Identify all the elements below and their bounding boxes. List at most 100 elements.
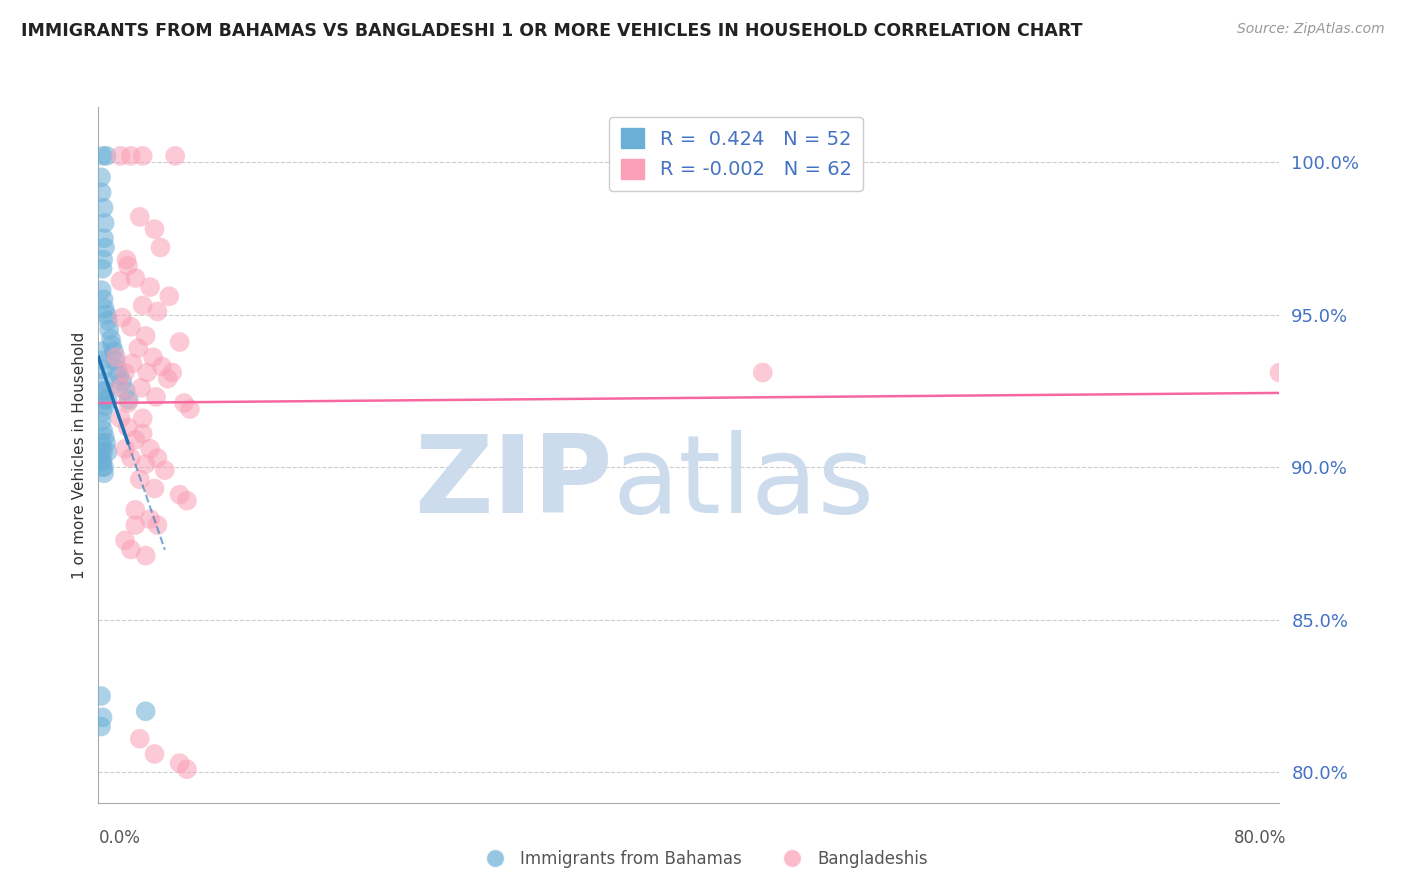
Point — [127, 341, 149, 355]
Point — [93, 375, 115, 389]
Point — [145, 390, 167, 404]
Point — [110, 274, 132, 288]
Point — [169, 756, 191, 771]
Point — [135, 457, 157, 471]
Point — [100, 332, 122, 346]
Point — [124, 518, 146, 533]
Point — [118, 392, 141, 407]
Point — [149, 240, 172, 254]
Y-axis label: 1 or more Vehicles in Household: 1 or more Vehicles in Household — [72, 331, 87, 579]
Point — [98, 323, 121, 337]
Legend: R =  0.424   N = 52, R = -0.002   N = 62: R = 0.424 N = 52, R = -0.002 N = 62 — [609, 117, 863, 191]
Point — [135, 704, 157, 718]
Point — [121, 356, 143, 370]
Point — [139, 512, 162, 526]
Point — [111, 310, 134, 325]
Point — [96, 308, 118, 322]
Point — [115, 252, 138, 267]
Point — [124, 503, 146, 517]
Point — [93, 392, 115, 407]
Point — [90, 344, 112, 359]
Text: 80.0%: 80.0% — [1234, 829, 1286, 847]
Point — [153, 463, 176, 477]
Point — [97, 313, 120, 327]
Point — [91, 405, 114, 419]
Point — [111, 375, 134, 389]
Point — [169, 487, 191, 501]
Point — [93, 216, 115, 230]
Point — [139, 442, 162, 456]
Point — [90, 170, 112, 185]
Point — [142, 351, 165, 365]
Point — [176, 493, 198, 508]
Point — [90, 454, 112, 468]
Point — [90, 719, 112, 733]
Point — [143, 747, 166, 761]
Point — [93, 467, 115, 481]
Point — [136, 366, 159, 380]
Point — [105, 351, 128, 365]
Point — [146, 518, 169, 533]
Point — [169, 334, 191, 349]
Point — [124, 271, 146, 285]
Point — [157, 289, 180, 303]
Point — [117, 396, 139, 410]
Point — [132, 411, 155, 425]
Point — [91, 362, 114, 376]
Point — [114, 533, 136, 548]
Point — [114, 384, 136, 398]
Point — [110, 381, 132, 395]
Point — [110, 149, 132, 163]
Point — [176, 762, 198, 776]
Point — [146, 304, 169, 318]
Point — [90, 186, 112, 200]
Point — [173, 396, 195, 410]
Point — [120, 542, 142, 557]
Point — [91, 252, 114, 267]
Point — [91, 454, 114, 468]
Point — [135, 549, 157, 563]
Point — [90, 435, 112, 450]
Point — [124, 433, 146, 447]
Point — [143, 222, 166, 236]
Point — [93, 460, 115, 475]
Point — [128, 210, 150, 224]
Point — [120, 149, 142, 163]
Point — [162, 366, 183, 380]
Point — [90, 414, 112, 428]
Point — [91, 424, 114, 438]
Point — [114, 366, 136, 380]
Legend: Immigrants from Bahamas, Bangladeshis: Immigrants from Bahamas, Bangladeshis — [472, 844, 934, 875]
Text: IMMIGRANTS FROM BAHAMAS VS BANGLADESHI 1 OR MORE VEHICLES IN HOUSEHOLD CORRELATI: IMMIGRANTS FROM BAHAMAS VS BANGLADESHI 1… — [21, 22, 1083, 40]
Text: Source: ZipAtlas.com: Source: ZipAtlas.com — [1237, 22, 1385, 37]
Point — [128, 472, 150, 486]
Point — [91, 261, 114, 276]
Point — [129, 381, 152, 395]
Point — [93, 429, 115, 443]
Point — [94, 399, 117, 413]
Point — [103, 344, 125, 359]
Point — [93, 293, 115, 307]
Point — [108, 368, 131, 383]
Point — [114, 442, 136, 456]
Point — [132, 149, 155, 163]
Point — [91, 710, 114, 724]
Text: 0.0%: 0.0% — [98, 829, 141, 847]
Point — [146, 450, 169, 465]
Point — [110, 411, 132, 425]
Point — [1268, 366, 1291, 380]
Point — [104, 353, 127, 368]
Point — [90, 445, 112, 459]
Point — [91, 384, 114, 398]
Text: atlas: atlas — [612, 430, 875, 536]
Point — [91, 445, 114, 459]
Point — [90, 283, 112, 297]
Point — [117, 259, 139, 273]
Point — [120, 319, 142, 334]
Point — [132, 298, 155, 312]
Point — [94, 384, 117, 398]
Point — [96, 149, 118, 163]
Point — [94, 435, 117, 450]
Point — [91, 149, 114, 163]
Point — [135, 329, 157, 343]
